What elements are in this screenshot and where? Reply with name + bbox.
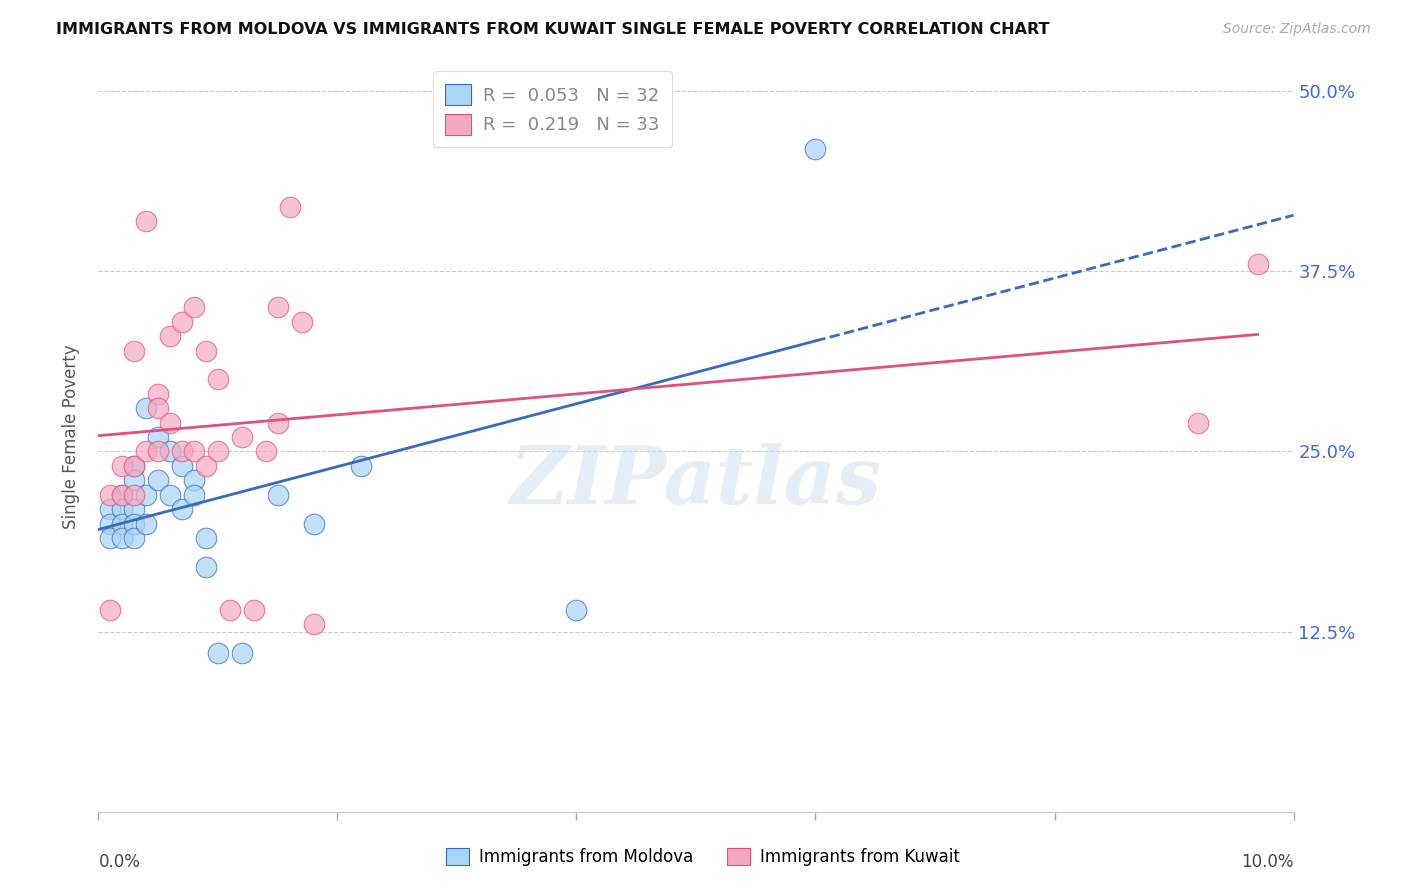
Point <box>302 617 325 632</box>
Point <box>135 488 157 502</box>
Point <box>183 301 205 315</box>
Point <box>159 416 181 430</box>
Point <box>148 401 170 416</box>
Point <box>278 200 301 214</box>
Point <box>111 531 134 545</box>
Point <box>159 488 181 502</box>
Point <box>267 301 290 315</box>
Point <box>159 329 181 343</box>
Point <box>148 473 170 487</box>
Point <box>172 315 194 329</box>
Text: ZIPatlas: ZIPatlas <box>510 443 882 521</box>
Text: IMMIGRANTS FROM MOLDOVA VS IMMIGRANTS FROM KUWAIT SINGLE FEMALE POVERTY CORRELAT: IMMIGRANTS FROM MOLDOVA VS IMMIGRANTS FR… <box>56 22 1050 37</box>
Point <box>207 444 229 458</box>
Point <box>98 603 122 617</box>
Point <box>148 430 170 444</box>
Legend: Immigrants from Moldova, Immigrants from Kuwait: Immigrants from Moldova, Immigrants from… <box>439 841 967 873</box>
Point <box>291 315 314 329</box>
Point <box>1187 416 1209 430</box>
Text: 0.0%: 0.0% <box>98 853 141 871</box>
Point <box>183 473 205 487</box>
Point <box>148 444 170 458</box>
Point <box>195 559 218 574</box>
Point <box>124 488 146 502</box>
Point <box>172 444 194 458</box>
Point <box>135 214 157 228</box>
Point <box>98 502 122 516</box>
Point <box>1247 257 1270 271</box>
Point <box>350 458 373 473</box>
Point <box>124 343 146 358</box>
Point <box>135 401 157 416</box>
Point <box>804 142 827 156</box>
Point <box>231 430 253 444</box>
Point <box>135 444 157 458</box>
Point <box>267 416 290 430</box>
Point <box>98 531 122 545</box>
Point <box>111 458 134 473</box>
Point <box>231 646 253 660</box>
Point <box>172 458 194 473</box>
Point <box>111 502 134 516</box>
Point <box>124 502 146 516</box>
Point <box>124 458 146 473</box>
Point <box>207 372 229 386</box>
Point <box>195 343 218 358</box>
Point <box>111 488 134 502</box>
Point <box>254 444 277 458</box>
Point <box>267 488 290 502</box>
Point <box>111 516 134 531</box>
Point <box>195 531 218 545</box>
Point <box>302 516 325 531</box>
Point <box>124 473 146 487</box>
Point <box>98 516 122 531</box>
Point <box>243 603 266 617</box>
Point <box>172 502 194 516</box>
Point <box>183 444 205 458</box>
Point <box>195 458 218 473</box>
Point <box>124 531 146 545</box>
Point <box>207 646 229 660</box>
Y-axis label: Single Female Poverty: Single Female Poverty <box>62 345 80 529</box>
Point <box>135 516 157 531</box>
Point <box>565 603 588 617</box>
Text: 10.0%: 10.0% <box>1241 853 1294 871</box>
Point <box>98 488 122 502</box>
Point <box>183 488 205 502</box>
Point <box>159 444 181 458</box>
Point <box>124 458 146 473</box>
Point <box>124 516 146 531</box>
Legend: R =  0.053   N = 32, R =  0.219   N = 33: R = 0.053 N = 32, R = 0.219 N = 33 <box>433 71 672 147</box>
Point <box>148 387 170 401</box>
Text: Source: ZipAtlas.com: Source: ZipAtlas.com <box>1223 22 1371 37</box>
Point <box>219 603 242 617</box>
Point <box>111 488 134 502</box>
